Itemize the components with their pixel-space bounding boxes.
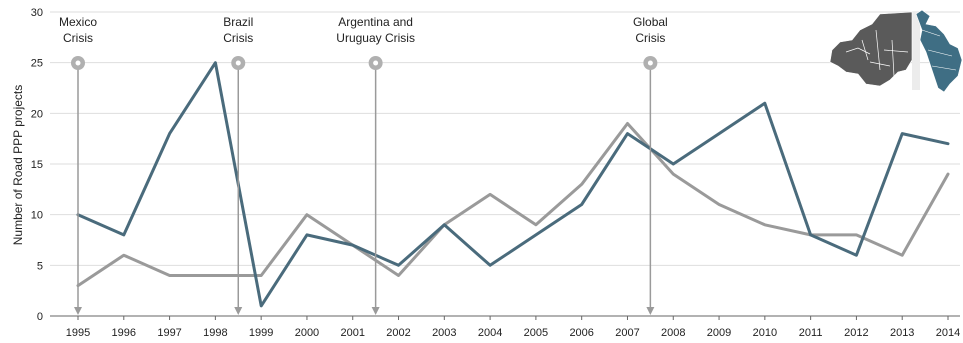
crisis-annotation: Mexico Crisis xyxy=(59,15,97,315)
crisis-annotation: Global Crisis xyxy=(633,15,668,315)
crisis-marker-inner xyxy=(235,60,241,66)
crisis-arrow-head xyxy=(371,307,380,315)
x-tick-label: 2007 xyxy=(615,327,639,339)
y-tick-label: 15 xyxy=(31,159,43,171)
x-tick-label: 2001 xyxy=(340,327,364,339)
y-tick-label: 5 xyxy=(37,260,43,272)
crisis-annotation: Brazil Crisis xyxy=(223,15,253,315)
x-tick-label: 2014 xyxy=(936,327,960,339)
crisis-arrow-head xyxy=(234,307,243,315)
crisis-arrow-head xyxy=(74,307,82,315)
x-tick-label: 2004 xyxy=(478,327,502,339)
y-tick-label: 0 xyxy=(37,311,43,323)
series-lines xyxy=(76,61,950,308)
x-tick-label: 1995 xyxy=(66,327,90,339)
y-axis-title: Number of Road PPP projects xyxy=(11,85,25,246)
crisis-marker-inner xyxy=(373,60,379,66)
gridlines xyxy=(50,11,960,317)
y-tick-label: 10 xyxy=(31,210,43,222)
crisis-label: Crisis xyxy=(635,31,665,45)
crisis-label: Brazil xyxy=(223,15,253,29)
crisis-annotations: Mexico Crisis Brazil Crisis Argentina and Uru… xyxy=(59,15,668,315)
x-tick-label: 2012 xyxy=(844,327,868,339)
y-tick-label: 25 xyxy=(31,58,43,70)
x-axis-ticks: 1995 1996 1997 1998 1999 2000 2001 2002 2003 2004… xyxy=(66,316,960,339)
crisis-marker-inner xyxy=(75,60,81,66)
x-tick-label: 2010 xyxy=(753,327,777,339)
series-line-0 xyxy=(76,61,950,308)
crisis-label: Crisis xyxy=(223,31,253,45)
x-tick-label: 2009 xyxy=(707,327,731,339)
crisis-label: Global xyxy=(633,15,668,29)
x-tick-label: 1996 xyxy=(112,327,136,339)
crisis-label: Mexico xyxy=(59,15,97,29)
x-tick-label: 2003 xyxy=(432,327,456,339)
x-tick-label: 1999 xyxy=(249,327,273,339)
x-tick-label: 2011 xyxy=(799,327,823,339)
x-tick-label: 2013 xyxy=(890,327,914,339)
crisis-label: Argentina and xyxy=(338,15,413,29)
y-tick-label: 30 xyxy=(31,7,43,19)
x-tick-label: 1998 xyxy=(203,327,227,339)
crisis-annotation: Argentina and Uruguay Crisis xyxy=(336,15,415,315)
x-tick-label: 2008 xyxy=(661,327,685,339)
y-axis-ticks: 0 5 10 15 20 25 30 xyxy=(31,7,43,323)
x-tick-label: 2006 xyxy=(569,327,593,339)
series-line-1 xyxy=(76,122,950,288)
x-tick-label: 2002 xyxy=(386,327,410,339)
x-tick-label: 2000 xyxy=(295,327,319,339)
x-tick-label: 2005 xyxy=(524,327,548,339)
crisis-marker-inner xyxy=(647,60,653,66)
crisis-label: Uruguay Crisis xyxy=(336,31,415,45)
y-tick-label: 20 xyxy=(31,108,43,120)
crisis-label: Crisis xyxy=(63,31,93,45)
americas-map-icon xyxy=(829,9,963,93)
crisis-arrow-head xyxy=(646,307,655,315)
x-tick-label: 1997 xyxy=(157,327,181,339)
